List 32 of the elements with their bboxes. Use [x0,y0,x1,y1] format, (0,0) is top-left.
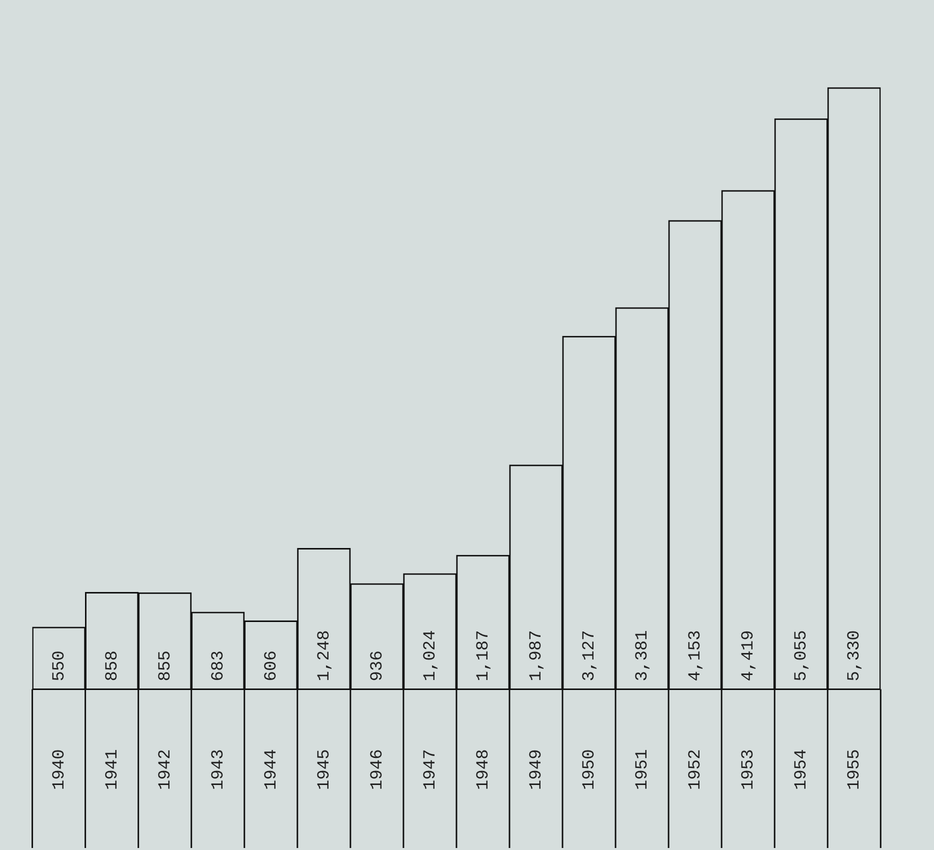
data-label: 936 [368,650,388,682]
x-tick-label: 1943 [209,749,228,790]
x-tick-label: 1945 [315,749,334,790]
x-tick-label: 1941 [103,749,122,790]
data-label: 550 [50,650,70,682]
data-label: 1,248 [315,630,334,682]
data-label: 1,024 [421,630,440,682]
x-tick-label: 1944 [262,749,282,790]
x-tick-label: 1947 [421,749,440,790]
data-label: 3,381 [634,630,653,682]
data-label: 5,330 [846,630,865,682]
x-tick-label: 1940 [50,749,70,790]
data-label: 4,153 [686,630,706,682]
data-label: 5,055 [792,630,812,682]
data-label: 4,419 [740,630,759,682]
x-tick-label: 1952 [686,749,706,790]
data-label: 3,127 [580,630,600,682]
x-tick-label: 1951 [634,749,653,790]
data-label: 1,987 [528,630,547,682]
x-tick-label: 1950 [580,749,600,790]
x-tick-label: 1946 [368,749,388,790]
x-tick-label: 1953 [740,749,759,790]
x-tick-label: 1955 [846,749,865,790]
data-label: 855 [156,650,176,682]
data-label: 683 [209,650,228,682]
x-tick-label: 1949 [528,749,547,790]
x-tick-label: 1948 [474,749,494,790]
x-tick-label: 1954 [792,749,812,790]
x-tick-label: 1942 [156,749,176,790]
data-label: 858 [103,650,122,682]
data-label: 606 [262,650,282,682]
data-label: 1,187 [474,630,494,682]
